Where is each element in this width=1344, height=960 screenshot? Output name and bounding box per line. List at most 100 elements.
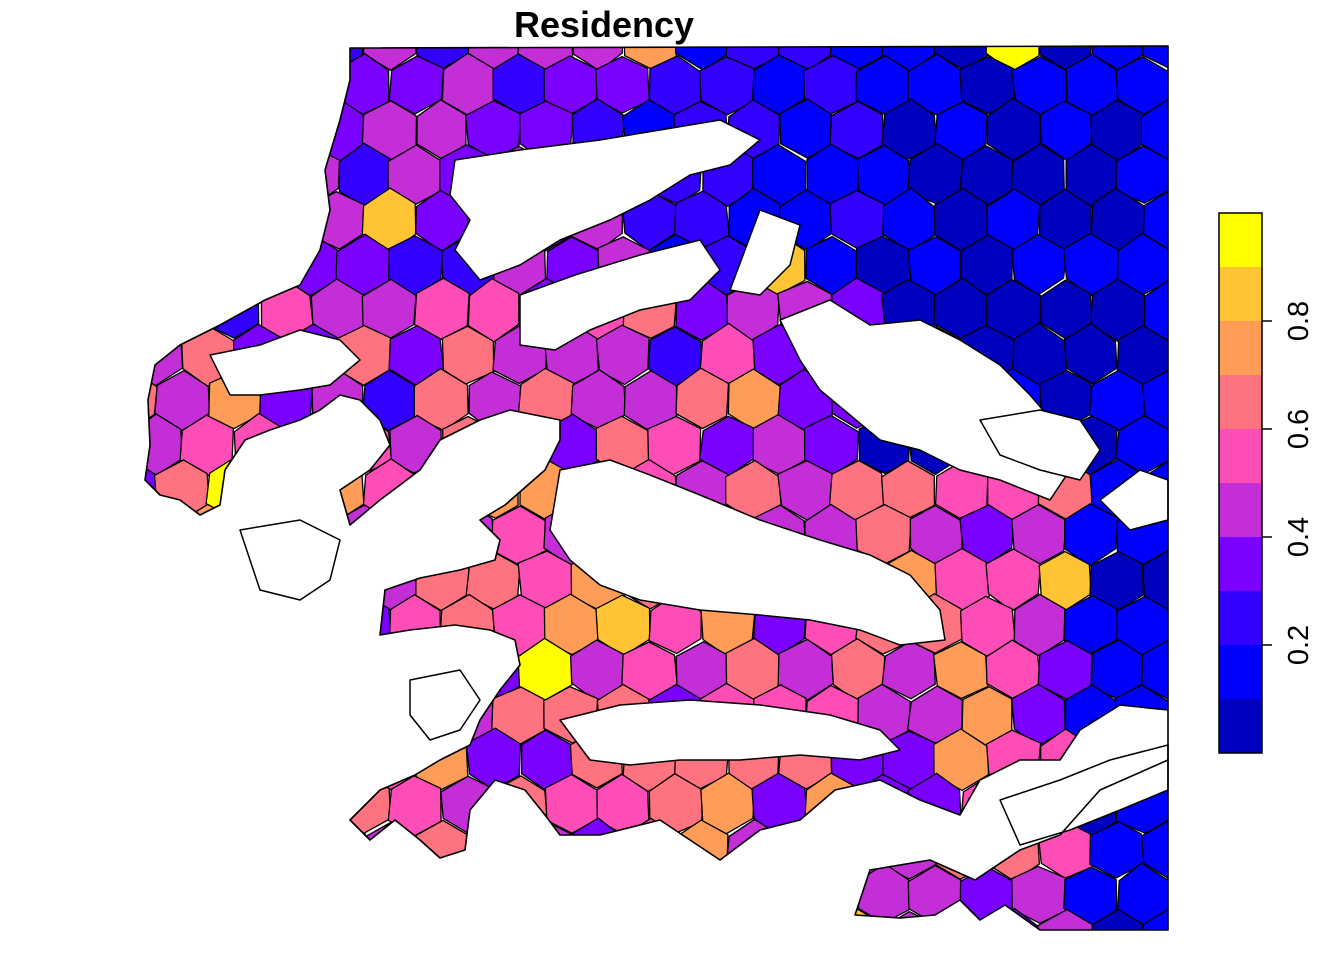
region-polygon: [310, 729, 366, 792]
coastline-outline: [144, 45, 1169, 931]
legend-color-bin: [1219, 213, 1262, 267]
region-polygon: [1194, 9, 1248, 68]
region-polygon: [145, 862, 183, 926]
legend-color-bin: [1219, 321, 1262, 375]
region-polygon: [1245, 101, 1300, 160]
region-polygon: [1325, 54, 1344, 113]
region-polygon: [1194, 910, 1246, 960]
region-polygon: [180, 54, 236, 116]
region-polygon: [1169, 326, 1221, 383]
region-polygon: [205, 638, 261, 702]
water-area: [549, 459, 946, 646]
region-polygon: [440, 862, 497, 927]
region-polygon: [235, 953, 286, 960]
region-polygon: [1167, 772, 1168, 837]
map-title: Residency: [513, 4, 695, 45]
legend-color-bin: [1219, 591, 1262, 645]
region-polygon: [258, 638, 313, 701]
region-polygon: [145, 594, 185, 658]
region-polygon: [259, 820, 312, 883]
region-polygon: [145, 908, 157, 930]
region-polygon: [1221, 956, 1275, 960]
region-polygon: [283, 682, 339, 748]
region-polygon: [1274, 145, 1327, 203]
region-polygon: [258, 46, 315, 72]
region-polygon: [466, 910, 522, 930]
region-polygon: [179, 503, 236, 566]
region-polygon: [207, 728, 262, 791]
land-boundary: [144, 45, 1169, 931]
region-polygon: [284, 595, 340, 654]
region-polygon: [179, 595, 235, 656]
legend-tick-label: 0.6: [1283, 409, 1315, 449]
region-polygon: [145, 46, 159, 69]
region-polygon: [1247, 9, 1301, 70]
region-polygon: [145, 776, 183, 835]
legend-color-bin: [1219, 645, 1262, 699]
region-polygon: [232, 863, 288, 926]
region-polygon: [803, 414, 860, 477]
region-polygon: [597, 955, 651, 960]
region-polygon: [205, 910, 261, 930]
region-polygon: [339, 956, 391, 960]
region-polygon: [1171, 56, 1222, 116]
region-polygon: [284, 773, 338, 836]
region-polygon: [145, 638, 157, 701]
region-polygon: [910, 953, 960, 960]
region-polygon: [145, 502, 184, 566]
region-polygon: [154, 97, 210, 161]
region-polygon: [1298, 908, 1344, 960]
legend-tick-label: 0.2: [1283, 625, 1315, 665]
legend-color-bin: [1219, 537, 1262, 591]
region-polygon: [623, 817, 677, 883]
region-polygon: [208, 98, 260, 162]
region-polygon: [1118, 953, 1169, 960]
region-polygon: [130, 954, 183, 960]
region-polygon: [1166, 234, 1168, 295]
region-polygon: [701, 864, 757, 928]
region-polygon: [1299, 11, 1344, 71]
region-polygon: [1115, 55, 1168, 117]
region-polygon: [960, 954, 1013, 960]
region-polygon: [1167, 414, 1168, 478]
region-polygon: [517, 637, 573, 702]
region-polygon: [777, 907, 835, 930]
region-polygon: [181, 143, 234, 205]
region-polygon: [1325, 325, 1344, 383]
region-polygon: [1298, 190, 1344, 250]
region-polygon: [1272, 683, 1327, 743]
region-polygon: [1220, 143, 1276, 207]
region-polygon: [363, 910, 419, 930]
region-polygon: [361, 187, 417, 253]
region-polygon: [1246, 910, 1300, 960]
region-polygon: [491, 413, 546, 477]
region-polygon: [284, 414, 341, 476]
region-polygon: [387, 502, 445, 565]
region-polygon: [179, 776, 236, 837]
region-polygon: [145, 684, 184, 747]
region-polygon: [145, 52, 183, 117]
region-polygon: [205, 817, 262, 881]
region-polygon: [881, 910, 937, 930]
region-polygon: [413, 459, 470, 523]
legend-tick-label: 0.4: [1283, 517, 1315, 557]
region-polygon: [232, 685, 286, 746]
region-polygon: [145, 146, 185, 206]
region-polygon: [494, 954, 547, 960]
region-polygon: [517, 821, 574, 883]
region-polygon: [1323, 685, 1344, 744]
region-polygon: [985, 548, 1041, 612]
region-polygon: [145, 190, 158, 253]
region-polygon: [1011, 233, 1068, 296]
region-polygon: [145, 233, 183, 295]
region-polygon: [1246, 821, 1299, 881]
region-polygon: [145, 731, 156, 790]
region-polygon: [1066, 953, 1119, 960]
region-polygon: [675, 367, 730, 430]
region-polygon: [779, 818, 835, 880]
region-polygon: [283, 865, 340, 928]
region-polygon: [335, 862, 390, 926]
region-polygon: [153, 550, 211, 610]
region-polygon: [648, 955, 703, 960]
